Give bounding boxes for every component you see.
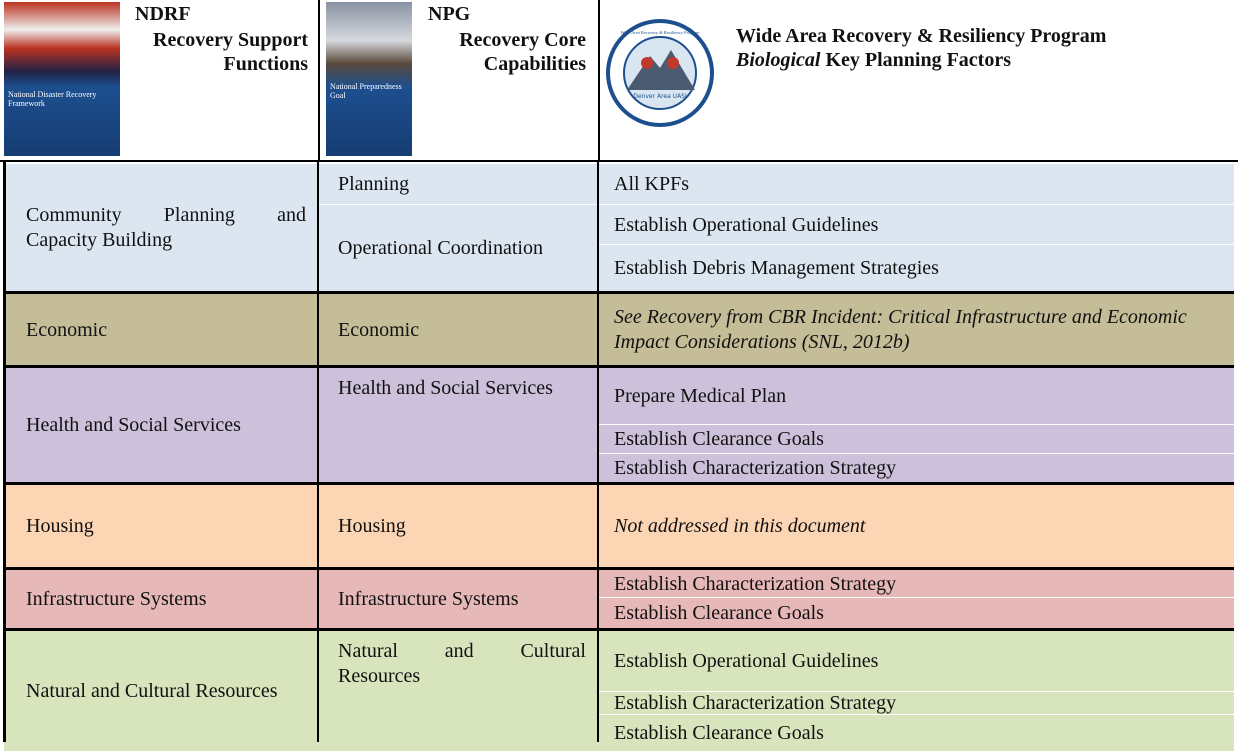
- kpf-cell: Establish Operational Guidelines: [598, 631, 1234, 692]
- npg-subtitle: Recovery Core Capabilities: [459, 29, 586, 75]
- ndrf-cover: National Disaster Recovery Framework: [4, 2, 120, 156]
- capability-cell: Operational Coordination: [318, 205, 598, 292]
- capability-cell: Health and Social Services: [318, 368, 598, 483]
- kpf-text: Establish Clearance Goals: [614, 602, 824, 624]
- kpf-cell: Establish Clearance Goals: [598, 425, 1234, 454]
- kpf-cell: Establish Clearance Goals: [598, 715, 1234, 751]
- column-divider: [317, 162, 319, 742]
- column-divider: [318, 0, 320, 162]
- row-divider: [4, 567, 1234, 570]
- cell-divider: [598, 714, 1234, 715]
- rsf-name: Community Planning and Capacity Building: [26, 204, 306, 251]
- title-emphasis: Biological: [736, 49, 821, 71]
- title-line: Wide Area Recovery & Resiliency Program: [736, 25, 1107, 47]
- header: National Disaster Recovery Framework NDR…: [0, 0, 1238, 162]
- kpf-text: All KPFs: [614, 173, 690, 195]
- capability-cell: Housing: [318, 485, 598, 568]
- rsf-name: Housing: [26, 515, 94, 537]
- ndrf-title: NDRF: [135, 3, 191, 25]
- kpf-text: Establish Operational Guidelines: [614, 213, 879, 236]
- kpf-text: Establish Operational Guidelines: [614, 650, 879, 672]
- cell-divider: [318, 204, 1234, 205]
- column-divider: [3, 162, 6, 742]
- program-logo: Wide Area Recovery & Resiliency Program …: [606, 19, 714, 127]
- npg-cover: National Preparedness Goal: [326, 2, 412, 156]
- row-divider: [4, 628, 1234, 631]
- capability-name: Planning: [338, 173, 410, 195]
- logo-mountains: [627, 50, 695, 90]
- capability-name: Infrastructure Systems: [338, 588, 519, 610]
- kpf-cell: Not addressed in this document: [598, 485, 1234, 568]
- title-line: Key Planning Factors: [825, 49, 1011, 71]
- column-divider: [598, 0, 600, 162]
- capability-name: Natural and Cultural Resources: [338, 640, 586, 687]
- kpf-cell: Establish Characterization Strategy: [598, 570, 1234, 598]
- rsf-cell: Infrastructure Systems: [4, 570, 318, 629]
- kpf-text: Establish Characterization Strategy: [614, 572, 897, 595]
- row-divider: [4, 482, 1234, 485]
- logo-text: Wide Area Recovery & Resiliency Program: [621, 30, 700, 35]
- capability-name: Economic: [338, 318, 420, 341]
- kpf-cell: Prepare Medical Plan: [598, 368, 1234, 425]
- row-divider: [4, 365, 1234, 368]
- rsf-cell: Community Planning and Capacity Building: [4, 164, 318, 292]
- kpf-cell: Establish Clearance Goals: [598, 598, 1234, 629]
- kpf-cell: Establish Characterization Strategy: [598, 692, 1234, 715]
- kpf-cell: Establish Debris Management Strategies: [598, 245, 1234, 292]
- column-divider: [597, 162, 599, 742]
- cover-text: National Disaster Recovery Framework: [8, 90, 97, 108]
- cell-divider: [598, 424, 1234, 425]
- capability-cell: Economic: [318, 294, 598, 366]
- kpf-text: Establish Characterization Strategy: [614, 457, 897, 479]
- kpf-text: Not addressed in this document: [614, 515, 866, 537]
- rsf-name: Natural and Cultural Resources: [26, 679, 278, 702]
- capability-name: Health and Social Services: [338, 377, 553, 399]
- capability-cell: Infrastructure Systems: [318, 570, 598, 629]
- rsf-name: Infrastructure Systems: [26, 588, 207, 610]
- rsf-cell: Economic: [4, 294, 318, 366]
- ndrf-subtitle: Recovery Support Functions: [153, 29, 308, 75]
- capability-cell: Planning: [318, 164, 598, 205]
- rsf-name: Economic: [26, 318, 108, 341]
- logo-icon: [641, 57, 653, 69]
- capability-cell: Natural and Cultural Resources: [318, 631, 598, 751]
- kpf-cell: Establish Characterization Strategy: [598, 454, 1234, 483]
- logo-icon: [667, 57, 679, 69]
- cell-divider: [598, 597, 1234, 598]
- rsf-name: Health and Social Services: [26, 414, 241, 436]
- kpf-text: See Recovery from CBR Incident: Critical…: [614, 306, 1187, 353]
- row-divider: [4, 291, 1234, 294]
- rsf-cell: Health and Social Services: [4, 368, 318, 483]
- kpf-cell: All KPFs: [598, 164, 1234, 205]
- logo-subtext: Denver Area UASI: [633, 93, 687, 100]
- kpf-text: Establish Characterization Strategy: [614, 692, 897, 714]
- capability-name: Operational Coordination: [338, 237, 543, 259]
- cell-divider: [598, 691, 1234, 692]
- npg-title: NPG: [428, 3, 471, 25]
- capability-name: Housing: [338, 515, 406, 537]
- cell-divider: [598, 244, 1234, 245]
- kpf-text: Prepare Medical Plan: [614, 385, 787, 407]
- rsf-cell: Natural and Cultural Resources: [4, 631, 318, 751]
- cell-divider: [598, 453, 1234, 454]
- kpf-cell: Establish Operational Guidelines: [598, 205, 1234, 245]
- kpf-text: Establish Debris Management Strategies: [614, 257, 939, 279]
- kpf-text: Establish Clearance Goals: [614, 428, 824, 450]
- kpf-cell: See Recovery from CBR Incident: Critical…: [598, 294, 1234, 366]
- program-title: Wide Area Recovery & Resiliency Program …: [736, 24, 1236, 72]
- cover-text: National Preparedness Goal: [330, 82, 402, 100]
- rsf-cell: Housing: [4, 485, 318, 568]
